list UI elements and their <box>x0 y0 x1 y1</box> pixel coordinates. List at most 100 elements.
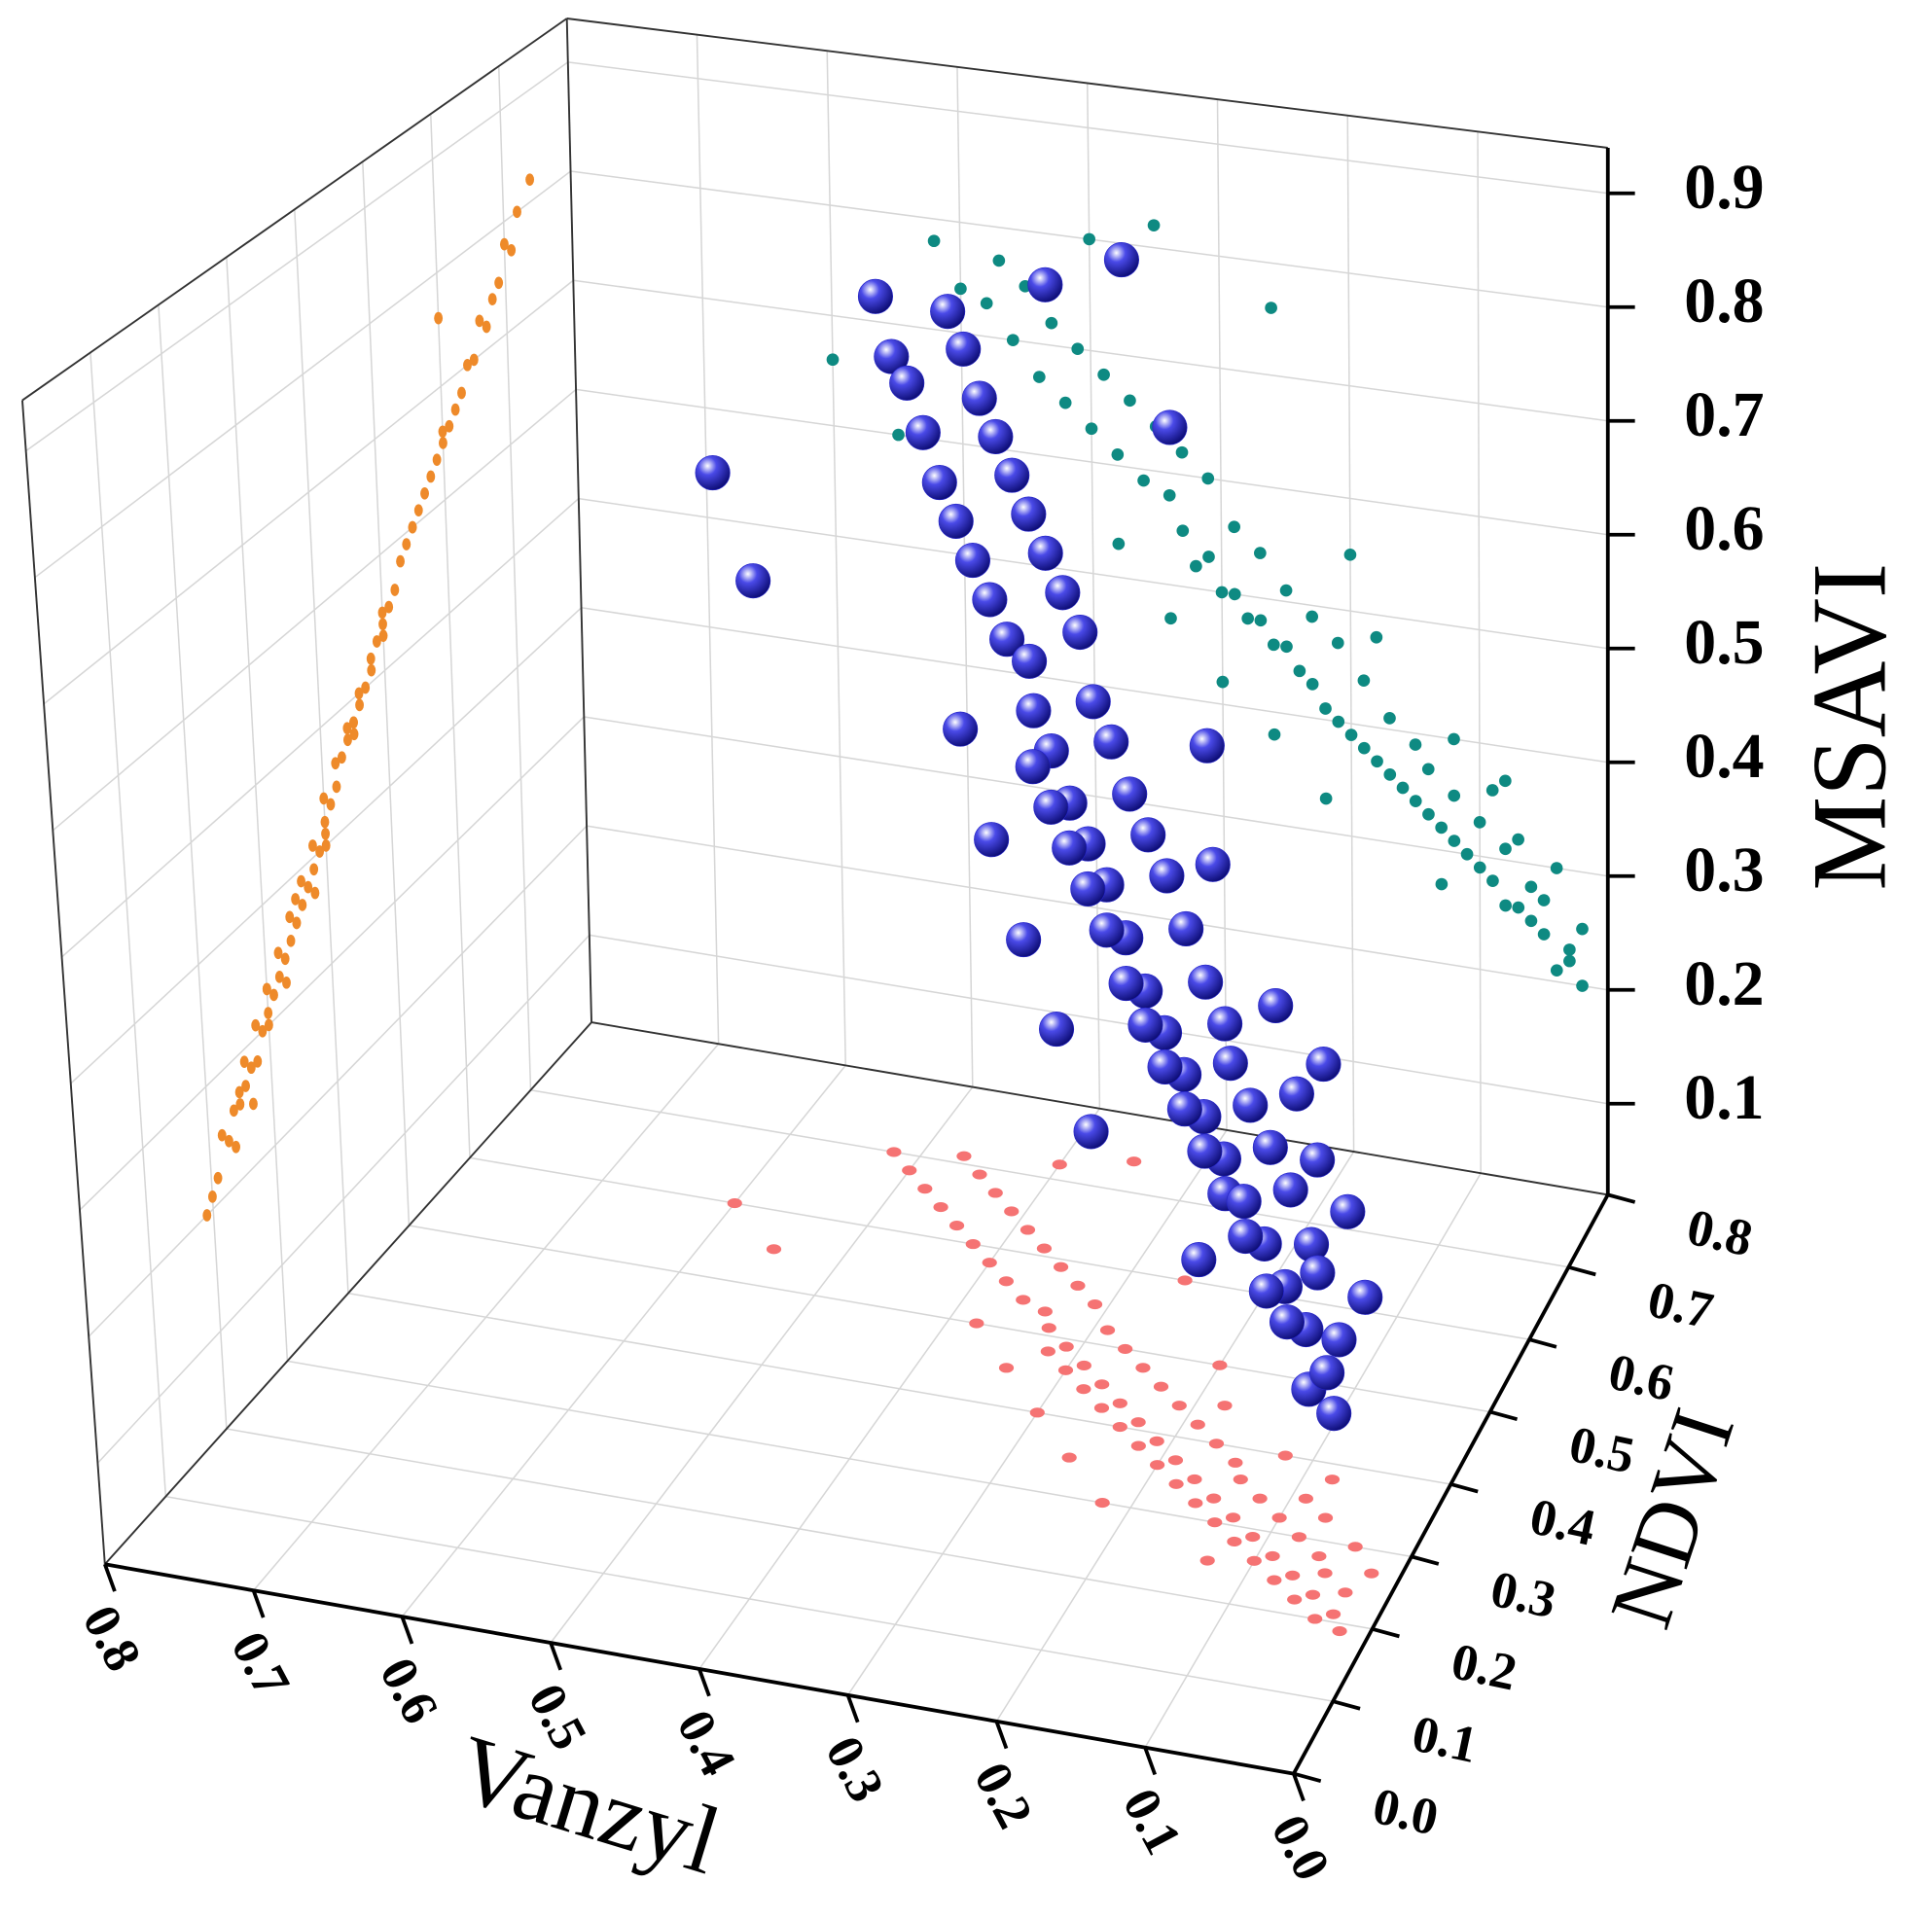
projection-point <box>463 359 472 372</box>
projection-point <box>1332 1625 1347 1637</box>
projection-point <box>1537 928 1551 941</box>
projection-point <box>1409 738 1422 751</box>
point <box>1033 789 1069 825</box>
projection-point <box>1036 1243 1053 1254</box>
projection-point <box>292 916 302 930</box>
z-tick-label: 0.2 <box>1684 948 1764 1019</box>
projection-point <box>954 282 967 296</box>
x-tick-label: 0.4 <box>665 1701 746 1785</box>
projection-point <box>1093 1403 1110 1413</box>
projection-point <box>246 1061 256 1075</box>
point <box>1226 1184 1262 1220</box>
projection-point <box>1190 1419 1205 1430</box>
frame-edge <box>566 18 1608 149</box>
z-tick-label: 0.6 <box>1684 493 1764 564</box>
projection-point <box>310 886 320 900</box>
projection-point <box>1041 1323 1056 1333</box>
point <box>954 543 990 579</box>
projection-point <box>1383 712 1396 725</box>
y-tick-label: 0.1 <box>1408 1705 1483 1775</box>
point <box>857 278 893 314</box>
grid-line <box>347 1292 1451 1485</box>
projection-point <box>1004 1206 1020 1217</box>
grid-line <box>497 66 532 1090</box>
projection-point <box>1280 640 1293 654</box>
projection-point <box>1118 1343 1133 1354</box>
x-tick <box>1292 1772 1306 1802</box>
projection-point <box>525 173 535 187</box>
grid-line <box>362 161 411 1226</box>
projection-point <box>1076 1384 1091 1395</box>
point <box>1149 858 1185 894</box>
y-tick-label: 0.0 <box>1368 1777 1443 1847</box>
point <box>1073 1114 1109 1150</box>
y-tick-label: 0.8 <box>1682 1198 1757 1268</box>
projection-point <box>1537 894 1551 906</box>
projection-point <box>1207 1517 1223 1528</box>
projection-point <box>1409 795 1422 807</box>
projection-point <box>1254 614 1268 627</box>
projection-point <box>998 1363 1015 1373</box>
projection-point <box>343 733 352 747</box>
projection-point <box>1053 1262 1069 1272</box>
projection-point <box>1177 1275 1193 1286</box>
points <box>695 242 1383 1432</box>
projection-point <box>1233 1474 1248 1485</box>
point <box>946 331 982 367</box>
projection-point <box>1473 861 1486 874</box>
projection-point <box>342 722 352 735</box>
projection-point <box>1279 584 1293 597</box>
point <box>1258 987 1294 1024</box>
projection-point <box>280 952 290 966</box>
z-axis-title: MSAVI <box>1791 563 1909 891</box>
grid-line <box>956 66 974 1087</box>
point <box>874 338 910 374</box>
projection-point <box>1499 774 1512 788</box>
y-tick <box>1293 1771 1322 1783</box>
grid-line <box>1346 115 1355 1153</box>
projection-point <box>902 1165 917 1176</box>
projection-point <box>513 205 521 219</box>
point <box>1316 1396 1352 1432</box>
frame-edge <box>565 18 592 1023</box>
grid-line <box>61 498 580 958</box>
grid-line <box>89 352 167 1497</box>
projection-point <box>1225 1512 1241 1523</box>
grid-line <box>34 170 572 579</box>
grid-line <box>589 934 1608 1105</box>
projection-point <box>1267 1575 1282 1585</box>
projection-point <box>1187 1474 1202 1485</box>
y-tick-label: 0.4 <box>1525 1487 1600 1557</box>
x-tick-label: 0.6 <box>369 1649 449 1732</box>
grid-line <box>226 257 289 1362</box>
projection-point <box>1045 316 1058 330</box>
projection-point <box>355 698 365 712</box>
projection-point <box>367 663 376 677</box>
projection-point <box>1208 1439 1225 1449</box>
projection-point <box>1448 732 1460 746</box>
projection-point <box>1576 922 1589 936</box>
projection-point <box>1057 1365 1074 1375</box>
grid-line <box>573 279 1608 422</box>
projection-point <box>372 635 381 648</box>
projection-point <box>1061 1452 1077 1463</box>
projection-point <box>1357 674 1371 688</box>
projection-point <box>1311 1551 1327 1562</box>
projection-point <box>1524 880 1538 894</box>
projection-point <box>1016 1295 1031 1305</box>
point <box>1300 1142 1336 1178</box>
projection-point <box>1071 342 1085 356</box>
point <box>1330 1193 1366 1229</box>
projection-point <box>1576 979 1589 992</box>
projection-point <box>1135 1363 1151 1373</box>
projection-point <box>1112 1398 1127 1408</box>
projection-point <box>1124 394 1136 408</box>
projections <box>202 173 1589 1637</box>
point <box>1075 684 1111 720</box>
projection-point <box>982 1258 997 1268</box>
projection-point <box>1215 586 1229 599</box>
projection-point <box>1130 1417 1146 1428</box>
z-tick-label: 0.1 <box>1684 1062 1764 1133</box>
y-tick <box>1449 1482 1479 1494</box>
projection-point <box>1254 547 1267 559</box>
